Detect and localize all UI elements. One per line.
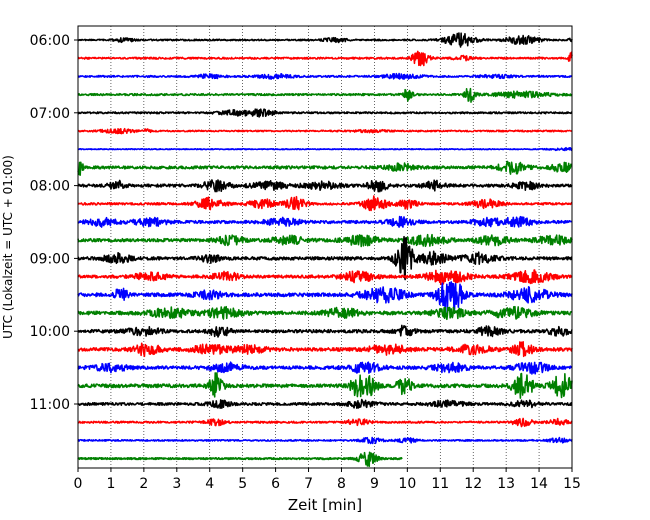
seismic-trace-0800 [77, 179, 573, 193]
seismic-trace-0845 [77, 233, 573, 248]
x-tick-label: 3 [172, 476, 181, 492]
x-tick-label: 15 [563, 476, 581, 492]
seismic-trace-0715 [77, 127, 573, 135]
x-tick-label: 0 [74, 476, 83, 492]
x-tick-label: 14 [530, 476, 548, 492]
seismic-trace-1130 [77, 436, 573, 445]
x-tick-label: 8 [337, 476, 346, 492]
x-tick-label: 5 [238, 476, 247, 492]
y-tick-label: 06:00 [30, 33, 70, 49]
seismic-trace-0730 [77, 146, 573, 152]
x-tick-label: 2 [139, 476, 148, 492]
seismic-trace-0830 [77, 215, 573, 228]
seismic-trace-0600 [77, 32, 573, 48]
seismic-trace-1015 [77, 340, 573, 358]
x-tick-label: 11 [431, 476, 449, 492]
seismic-trace-0915 [77, 269, 573, 286]
seismic-trace-1145 [77, 451, 403, 468]
x-tick-label: 9 [370, 476, 379, 492]
seismic-trace-1100 [77, 398, 573, 410]
seismic-trace-1030 [77, 361, 573, 375]
seismic-trace-1000 [77, 324, 573, 338]
seismic-trace-0700 [77, 108, 573, 118]
y-axis-label: UTC (Lokalzeit = UTC + 01:00) [1, 155, 15, 339]
seismic-trace-0900 [77, 235, 573, 281]
x-axis-label: Zeit [min] [288, 496, 362, 514]
x-tick-label: 7 [304, 476, 313, 492]
x-tick-label: 12 [464, 476, 482, 492]
x-axis-ticks: 0 1 2 3 4 5 6 7 8 9 10 11 12 13 14 15 [74, 468, 581, 492]
x-tick-label: 13 [497, 476, 515, 492]
seismic-trace-0930 [77, 281, 573, 314]
y-axis-ticks: 06:00 07:00 08:00 09:00 10:00 11:00 [30, 33, 78, 413]
y-tick-label: 10:00 [30, 324, 70, 340]
seismic-trace-0815 [77, 195, 573, 212]
y-tick-label: 08:00 [30, 179, 70, 195]
y-tick-label: 07:00 [30, 106, 70, 122]
y-tick-label: 09:00 [30, 251, 70, 267]
seismic-trace-1045 [77, 372, 573, 399]
x-tick-label: 10 [398, 476, 416, 492]
seismic-trace-1115 [77, 417, 573, 428]
x-tick-label: 4 [205, 476, 214, 492]
seismic-trace-0745 [77, 160, 573, 176]
plot-frame [77, 25, 573, 469]
y-tick-label: 11:00 [30, 397, 70, 413]
seismic-trace-0945 [77, 305, 573, 321]
seismic-trace-0645 [77, 87, 573, 103]
seismic-trace-0630 [77, 72, 573, 80]
x-tick-label: 1 [106, 476, 115, 492]
seismic-trace-0615 [77, 50, 573, 67]
trace-group [77, 32, 573, 468]
x-tick-label: 6 [271, 476, 280, 492]
